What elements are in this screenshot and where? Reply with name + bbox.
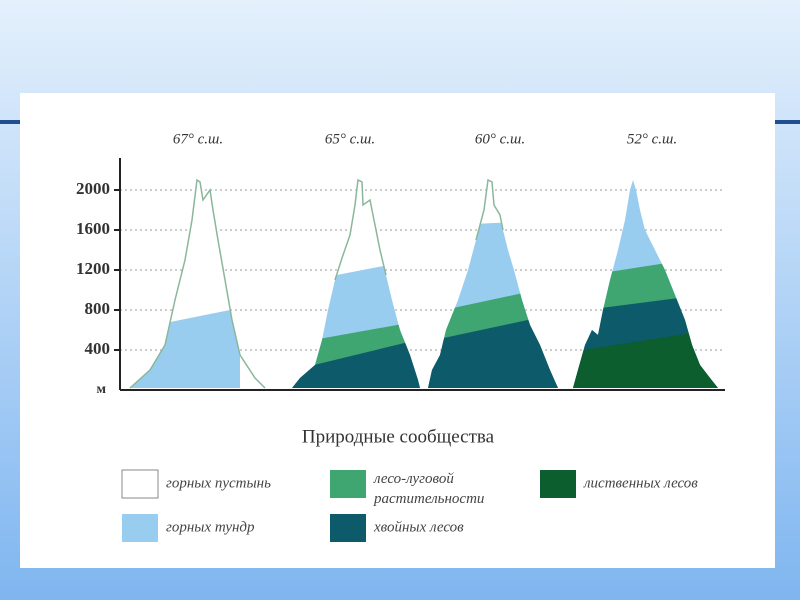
legend-swatches [121,469,576,542]
tick-label: 1600 [76,219,110,238]
mountain-label: 52° с.ш. [627,131,677,147]
tick-marks [114,189,120,351]
tick-label: 400 [85,339,111,358]
legend-label: лесо-луговой растительности [373,471,484,507]
mountain-label: 60° с.ш. [475,131,525,147]
legend-label: лиственных лесов [583,475,698,491]
legend-label: горных пустынь [166,475,271,491]
axis-unit: м [96,382,106,397]
tick-label: 2000 [76,179,110,198]
mountain-label: 67° с.ш. [173,131,223,147]
mountain-label: 65° с.ш. [325,131,375,147]
legend-label: горных тундр [166,519,255,535]
tick-label: 1200 [76,259,110,278]
legend-label: хвойных лесов [373,519,464,535]
mountain-outline [129,178,504,389]
legend-title: Природные сообщества [302,426,495,447]
tick-label: 800 [85,299,111,318]
